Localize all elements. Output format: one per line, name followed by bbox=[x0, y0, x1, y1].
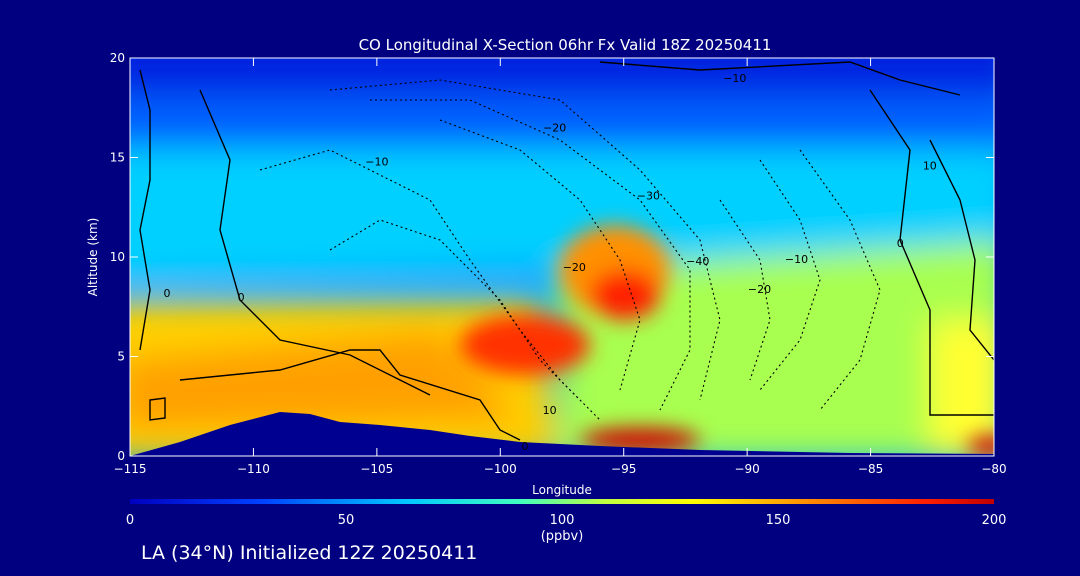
field-top-layer bbox=[130, 58, 994, 100]
contour-label: 0 bbox=[897, 237, 904, 250]
contour-labels: −10 −20 −10 −30 −20 −40 −10 −20 0 0 0 10 10 0 bbox=[164, 72, 937, 453]
contour-dotted-7 bbox=[799, 149, 881, 411]
field-mid-layer bbox=[130, 150, 994, 280]
contour-right-10 bbox=[929, 139, 994, 361]
chart-title: CO Longitudinal X-Section 06hr Fx Valid … bbox=[359, 36, 772, 54]
colorbar bbox=[130, 499, 994, 504]
contour-dotted-2 bbox=[370, 99, 691, 411]
colorbar-tick-label: 150 bbox=[766, 513, 791, 528]
colorbar-tick-label: 0 bbox=[126, 513, 134, 528]
contour-label: −20 bbox=[563, 261, 586, 274]
x-tick-label: −100 bbox=[484, 462, 517, 476]
colorbar-tick-label: 100 bbox=[550, 513, 575, 528]
x-tick-label: −90 bbox=[734, 462, 759, 476]
contour-top bbox=[599, 61, 961, 96]
contour-label: −20 bbox=[543, 122, 566, 135]
contour-left-small bbox=[149, 397, 166, 421]
y-tick-label: 5 bbox=[117, 350, 125, 364]
contour-label: 0 bbox=[164, 287, 171, 300]
contour-right-zero bbox=[869, 89, 994, 416]
x-tick-label: −110 bbox=[237, 462, 270, 476]
field-upper-layer bbox=[130, 95, 994, 145]
x-axis: −115 −110 −105 −100 −95 −90 −85 −80 bbox=[114, 58, 1007, 476]
x-tick-label: −85 bbox=[858, 462, 883, 476]
colorbar-ticks: 0 50 100 150 200 bbox=[126, 513, 1007, 528]
x-tick-label: −80 bbox=[981, 462, 1006, 476]
contour-dotted-1 bbox=[329, 79, 721, 401]
contour-dotted-6 bbox=[759, 159, 821, 391]
footer-caption: LA (34°N) Initialized 12Z 20250411 bbox=[141, 542, 478, 564]
contour-label: −40 bbox=[686, 255, 709, 268]
field-left-orange bbox=[130, 330, 520, 430]
x-tick-label: −105 bbox=[360, 462, 393, 476]
contour-zero-left2 bbox=[199, 89, 431, 396]
colorbar-tick-label: 50 bbox=[338, 513, 355, 528]
contour-label: −10 bbox=[723, 72, 746, 85]
solid-contours bbox=[139, 61, 994, 441]
dotted-contours bbox=[259, 79, 881, 421]
surface-plume bbox=[580, 428, 700, 452]
y-tick-label: 10 bbox=[110, 250, 125, 264]
y-tick-label: 0 bbox=[117, 449, 125, 463]
plume-lower bbox=[460, 315, 590, 375]
field-right-edge-yellow bbox=[930, 320, 994, 456]
plume-core bbox=[590, 270, 660, 320]
contour-label: 0 bbox=[521, 440, 528, 453]
x-tick-label: −95 bbox=[611, 462, 636, 476]
contour-dotted-3 bbox=[439, 119, 641, 391]
colorbar-tick-label: 200 bbox=[982, 513, 1007, 528]
y-tick-label: 20 bbox=[110, 51, 125, 65]
colorbar-label: (ppbv) bbox=[541, 529, 584, 544]
terrain bbox=[130, 412, 994, 456]
y-axis: 0 5 10 15 20 bbox=[110, 51, 994, 463]
contour-zero-left bbox=[139, 69, 151, 351]
contour-label: −10 bbox=[785, 253, 808, 266]
x-tick-label: −115 bbox=[114, 462, 147, 476]
contour-label: −30 bbox=[637, 189, 660, 202]
contour-dotted-8 bbox=[719, 199, 771, 381]
contour-label: 10 bbox=[923, 159, 937, 172]
plot-area: −10 −20 −10 −30 −20 −40 −10 −20 0 0 0 10 10 0 bbox=[130, 58, 994, 456]
contour-label: −10 bbox=[365, 155, 388, 168]
contour-label: −20 bbox=[748, 283, 771, 296]
y-axis-label: Altitude (km) bbox=[86, 218, 100, 297]
contour-left-lower bbox=[179, 349, 521, 441]
contour-label: 0 bbox=[238, 291, 245, 304]
x-axis-label: Longitude bbox=[532, 483, 592, 497]
y-tick-label: 15 bbox=[110, 151, 125, 165]
contour-label: 10 bbox=[543, 404, 557, 417]
right-surface-plume bbox=[968, 436, 994, 456]
field-right-lower bbox=[560, 241, 994, 456]
